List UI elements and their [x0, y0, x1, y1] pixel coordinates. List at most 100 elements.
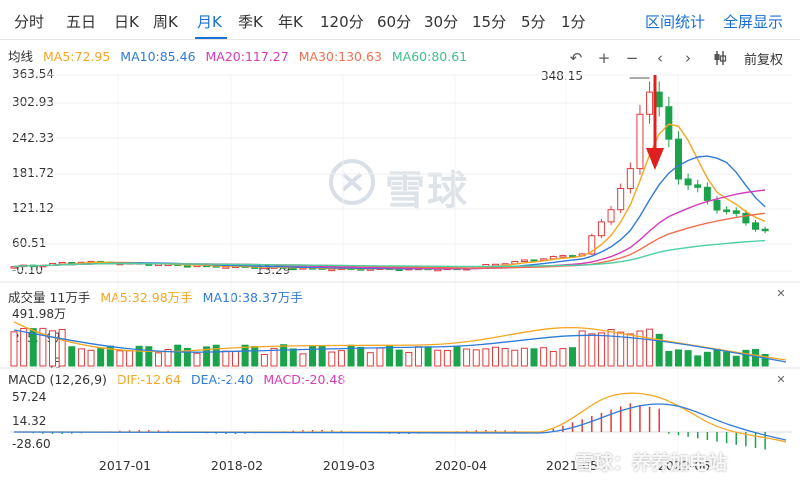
zoom-in-icon[interactable]: +	[597, 49, 611, 67]
macd-legend: MACD (12,26,9) DIF:-12.64 DEA:-2.40 MACD…	[8, 372, 351, 387]
tab-15min[interactable]: 15分	[472, 13, 507, 31]
volume-bar	[742, 349, 750, 367]
tab-60min[interactable]: 60分	[377, 13, 412, 31]
candle-body	[655, 91, 663, 108]
adjust-mode-label[interactable]: 前复权	[744, 53, 784, 68]
volume-bar	[203, 346, 211, 367]
volume-bar	[684, 350, 692, 367]
volume-bar	[617, 331, 625, 367]
volume-bar	[270, 347, 278, 367]
volume-bar	[174, 344, 182, 367]
volume-bar	[68, 346, 76, 367]
volume-bar	[414, 346, 422, 367]
candle-body	[684, 178, 692, 186]
x-date-label: 2021-05	[545, 458, 599, 473]
candle-body	[742, 212, 750, 224]
candle-body	[713, 199, 721, 211]
volume-bar	[116, 350, 124, 367]
volume-bar	[289, 348, 297, 367]
scroll-left-icon[interactable]: ‹	[657, 49, 663, 67]
ma30-line	[13, 212, 766, 269]
volume-bar	[193, 352, 201, 367]
ma10-line	[13, 155, 766, 270]
dif-line	[14, 392, 787, 443]
vol-ma5-line	[13, 321, 787, 361]
volume-bar	[463, 348, 471, 367]
candle-body	[10, 266, 18, 269]
volume-bar	[164, 348, 172, 367]
volume-bar	[540, 347, 548, 367]
volume-bar	[703, 351, 711, 367]
volume-bar	[636, 330, 644, 367]
ma20-value: MA20:117.27	[205, 49, 289, 64]
tab-1min[interactable]: 1分	[561, 13, 586, 31]
adjust-settings-icon[interactable]	[710, 48, 730, 68]
volume-bar	[241, 344, 249, 367]
volume-bar	[58, 328, 66, 367]
volume-bar	[443, 350, 451, 367]
x-date-label: 2018-02	[210, 458, 264, 473]
tab-30min[interactable]: 30分	[424, 13, 459, 31]
candle-body	[703, 186, 711, 201]
vol-ma5-value: MA5:32.98万手	[100, 290, 193, 305]
tab-wuri[interactable]: 五日	[66, 13, 97, 31]
zoom-out-icon[interactable]: −	[625, 49, 639, 67]
fullscreen-button[interactable]: 全屏显示	[723, 13, 784, 31]
volume-bar	[222, 350, 230, 367]
tab-jik[interactable]: 季K	[238, 13, 263, 31]
tab-niank[interactable]: 年K	[278, 13, 303, 31]
price-tick: 181.72	[12, 166, 54, 180]
volume-bar	[395, 349, 403, 367]
tab-fenshi[interactable]: 分时	[14, 13, 45, 31]
ma5-value: MA5:72.95	[43, 49, 111, 64]
tab-5min[interactable]: 5分	[521, 13, 546, 31]
dif-value: DIF:-12.64	[116, 372, 181, 387]
volume-bar	[337, 350, 345, 367]
tab-yuek[interactable]: 月K	[197, 13, 222, 31]
volume-bar	[694, 355, 702, 367]
volume-bar	[280, 344, 288, 367]
volume-bar	[559, 348, 567, 367]
volume-bar	[212, 344, 220, 367]
candle-body	[665, 106, 673, 140]
candle-body	[559, 255, 567, 258]
vol-ma10-value: MA10:38.37万手	[202, 290, 303, 305]
dea-value: DEA:-2.40	[190, 372, 254, 387]
volume-bar	[665, 350, 673, 367]
interval-stats-button[interactable]: 区间统计	[645, 13, 706, 31]
ma5-line	[13, 123, 766, 270]
tab-zhouk[interactable]: 周K	[153, 13, 178, 31]
undo-icon[interactable]: ↶	[569, 49, 583, 67]
tab-rik[interactable]: 日K	[114, 13, 139, 31]
volume-bar	[299, 353, 307, 367]
vol-ma10-line	[13, 329, 787, 363]
dea-line	[13, 403, 787, 441]
chart-toolbar: ↶ + − ‹ › 前复权	[564, 48, 800, 68]
volume-bar	[530, 348, 538, 367]
volume-bar	[357, 346, 365, 367]
volume-bar	[126, 350, 134, 367]
close-macd-icon[interactable]: ✕	[776, 373, 786, 386]
volume-bar	[597, 332, 605, 367]
volume-bar	[10, 331, 18, 367]
candle-body	[597, 221, 605, 237]
volume-bar	[752, 348, 760, 367]
volume-bar	[453, 345, 461, 367]
ma60-value: MA60:80.61	[391, 49, 468, 64]
scroll-right-icon[interactable]: ›	[685, 49, 691, 67]
macd-tick: 14.32	[12, 414, 47, 428]
red-arrow-head	[646, 148, 664, 170]
candle-body	[520, 259, 528, 262]
candle-body	[752, 222, 760, 230]
corner-watermark: 雪球：养养加电站	[575, 452, 728, 474]
volume-bar	[77, 348, 85, 367]
volume-bar	[87, 349, 95, 367]
volume-bar	[386, 344, 394, 367]
tab-120min[interactable]: 120分	[320, 13, 364, 31]
volume-bar	[492, 346, 499, 367]
x-date-label: 2022-06	[657, 458, 711, 473]
candle-body	[732, 210, 740, 214]
close-volume-icon[interactable]: ✕	[776, 287, 786, 300]
